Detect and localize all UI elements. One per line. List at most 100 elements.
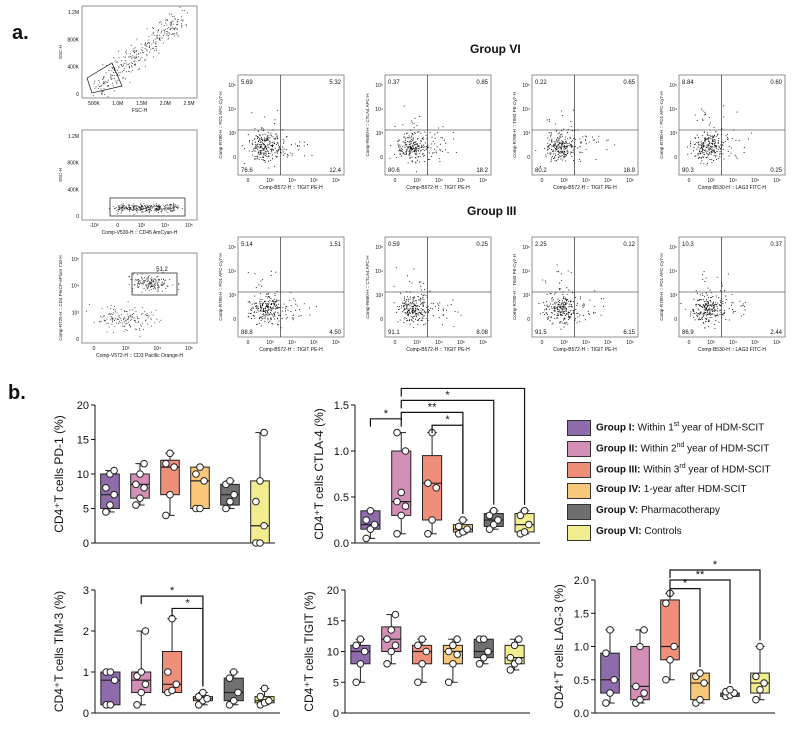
- flow-dot: [697, 146, 699, 148]
- flow-dot: [709, 122, 712, 124]
- flow-dot: [543, 302, 545, 304]
- flow-dot: [437, 127, 440, 129]
- flow-dot: [289, 152, 291, 154]
- gating-dot: [171, 34, 173, 36]
- flow-dot: [554, 317, 556, 319]
- flow-dot: [708, 297, 710, 299]
- flow-dot: [422, 298, 424, 300]
- flow-dot: [705, 304, 707, 306]
- flow-dot: [575, 138, 577, 140]
- gating-dot: [106, 318, 108, 320]
- data-point: [393, 428, 401, 437]
- gating-dots: [93, 6, 189, 98]
- flow-dot: [430, 307, 432, 309]
- flow-dot: [418, 148, 420, 150]
- data-point: [662, 675, 670, 684]
- gating-dot: [138, 320, 140, 322]
- gating-dot: [144, 210, 146, 212]
- data-point: [516, 511, 525, 520]
- data-point: [670, 642, 678, 651]
- gating-dot: [146, 280, 148, 282]
- gating-dot: [148, 211, 150, 213]
- flow-dot: [560, 320, 562, 322]
- flow-dot: [593, 139, 596, 141]
- flow-dot: [694, 155, 696, 158]
- gating-dot: [106, 81, 108, 83]
- flow-dot: [403, 298, 405, 300]
- gating-dot: [167, 31, 169, 33]
- gating-xtick: 10⁴: [153, 346, 161, 352]
- flow-dot: [702, 110, 704, 112]
- flow-dot: [260, 308, 262, 310]
- flow-dot: [542, 311, 544, 313]
- data-point: [366, 525, 375, 533]
- flow-dot: [432, 140, 434, 143]
- flow-dot: [421, 138, 423, 140]
- flow-dot: [413, 304, 415, 306]
- gating-dot: [140, 211, 142, 213]
- flow-dot: [706, 305, 708, 307]
- flow-dot: [549, 147, 551, 150]
- gating-dot: [102, 83, 104, 85]
- data-point: [356, 660, 365, 668]
- gating-dot: [108, 313, 110, 315]
- gating-dot: [145, 319, 147, 321]
- gating-dot: [158, 204, 160, 206]
- flow-dot: [395, 311, 398, 313]
- flow-dot: [281, 317, 283, 319]
- flow-dot: [267, 144, 269, 146]
- flow-dot: [273, 304, 275, 306]
- gating-dot: [167, 28, 169, 30]
- flow-dot: [276, 135, 278, 137]
- flow-dot: [266, 304, 268, 307]
- flow-dot: [254, 128, 256, 130]
- flow-dot: [561, 154, 563, 156]
- flow-dot: [554, 310, 556, 312]
- flow-dot: [425, 148, 427, 150]
- flow-dot: [572, 150, 574, 152]
- flow-dot: [582, 306, 584, 308]
- data-point: [362, 534, 371, 543]
- flow-dot: [714, 314, 716, 316]
- flow-dot: [281, 149, 283, 151]
- flow-dot: [606, 140, 608, 142]
- flow-dot: [257, 148, 259, 150]
- flow-dot: [408, 303, 410, 305]
- flow-dot: [545, 307, 547, 310]
- flow-dot: [259, 138, 261, 141]
- data-point: [756, 642, 764, 651]
- flow-dot: [271, 145, 273, 147]
- gating-dot: [128, 317, 129, 319]
- flow-dot: [561, 135, 564, 137]
- flow-dot: [545, 156, 547, 158]
- flow-dot: [714, 309, 716, 311]
- gating-dot: [148, 42, 150, 44]
- gating-dot: [171, 22, 173, 24]
- flow-dot: [565, 321, 567, 323]
- gating-dot: [113, 72, 114, 74]
- data-point: [391, 610, 400, 619]
- gating-dot: [165, 31, 167, 33]
- flow-dot: [402, 136, 404, 138]
- data-point: [632, 682, 640, 691]
- flow-dot: [699, 147, 701, 150]
- gating-dot: [132, 207, 134, 208]
- flow-dot: [407, 314, 409, 316]
- flow-dot: [712, 302, 714, 304]
- flow-dot: [290, 305, 292, 307]
- flow-dot: [582, 136, 584, 138]
- gating-dot: [97, 88, 99, 89]
- gating-dot: [157, 279, 159, 281]
- flow-xlabel: Comp-B530-H :: LAG3 FITC-H: [698, 347, 766, 353]
- flow-dot: [270, 318, 272, 320]
- flow-dot: [709, 309, 711, 311]
- flow-dot: [452, 299, 454, 301]
- flow-dot: [265, 311, 267, 313]
- gating-dot: [159, 21, 161, 23]
- flow-dot: [247, 272, 249, 274]
- flow-dot: [422, 303, 424, 305]
- flow-dot: [702, 149, 704, 151]
- gating-dot: [116, 207, 118, 209]
- flow-dot: [291, 155, 293, 157]
- flow-dot: [423, 310, 426, 312]
